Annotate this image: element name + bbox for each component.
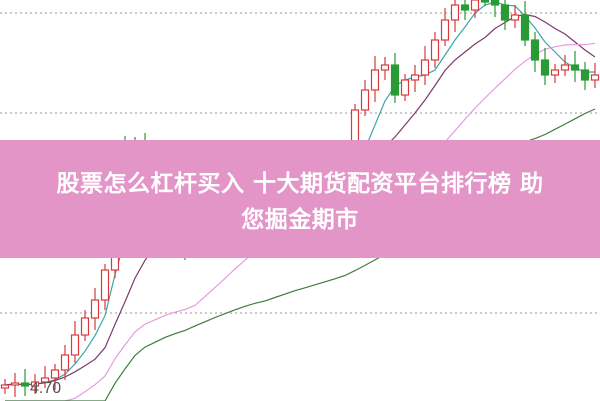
candle-up bbox=[360, 89, 370, 111]
candle-up bbox=[560, 64, 570, 71]
candle-up bbox=[550, 69, 560, 76]
candle-down bbox=[490, 0, 500, 6]
candle-down bbox=[540, 59, 550, 76]
article-title: 股票怎么杠杆买入 十大期货配资平台排行榜 助 您掘金期市 bbox=[0, 166, 600, 238]
candle-up bbox=[450, 4, 460, 21]
candle-down bbox=[530, 39, 540, 61]
candle-up bbox=[430, 39, 440, 61]
candle-up bbox=[30, 381, 40, 387]
title-line-1: 股票怎么杠杆买入 十大期货配资平台排行榜 助 bbox=[56, 171, 544, 197]
candle-down bbox=[480, 0, 490, 3]
candle-up bbox=[60, 354, 70, 371]
candle-up bbox=[50, 369, 60, 379]
candle-up bbox=[440, 19, 450, 41]
candle-down bbox=[500, 4, 510, 21]
candle-down bbox=[460, 4, 470, 11]
candle-up bbox=[10, 382, 20, 386]
candle-up bbox=[100, 269, 110, 301]
candle-up bbox=[400, 79, 410, 96]
candle-down bbox=[390, 64, 400, 96]
candle-up bbox=[410, 74, 420, 81]
candle-up bbox=[80, 317, 90, 336]
candle-down bbox=[580, 69, 590, 81]
candle-up bbox=[470, 0, 480, 11]
candle-up bbox=[590, 74, 600, 81]
candle-up bbox=[510, 14, 520, 21]
candle-up bbox=[40, 377, 50, 383]
price-level-label: 4.70 bbox=[30, 380, 62, 397]
candle-up bbox=[0, 384, 10, 389]
title-line-2: 您掘金期市 bbox=[241, 207, 359, 233]
candle-up bbox=[380, 64, 390, 71]
candle-down bbox=[20, 382, 30, 387]
candle-down bbox=[570, 64, 580, 71]
candle-down bbox=[520, 14, 530, 41]
candle-up bbox=[70, 334, 80, 356]
title-banner bbox=[0, 140, 600, 258]
candle-up bbox=[90, 299, 100, 319]
candle-up bbox=[370, 69, 380, 91]
candle-up bbox=[420, 59, 430, 76]
